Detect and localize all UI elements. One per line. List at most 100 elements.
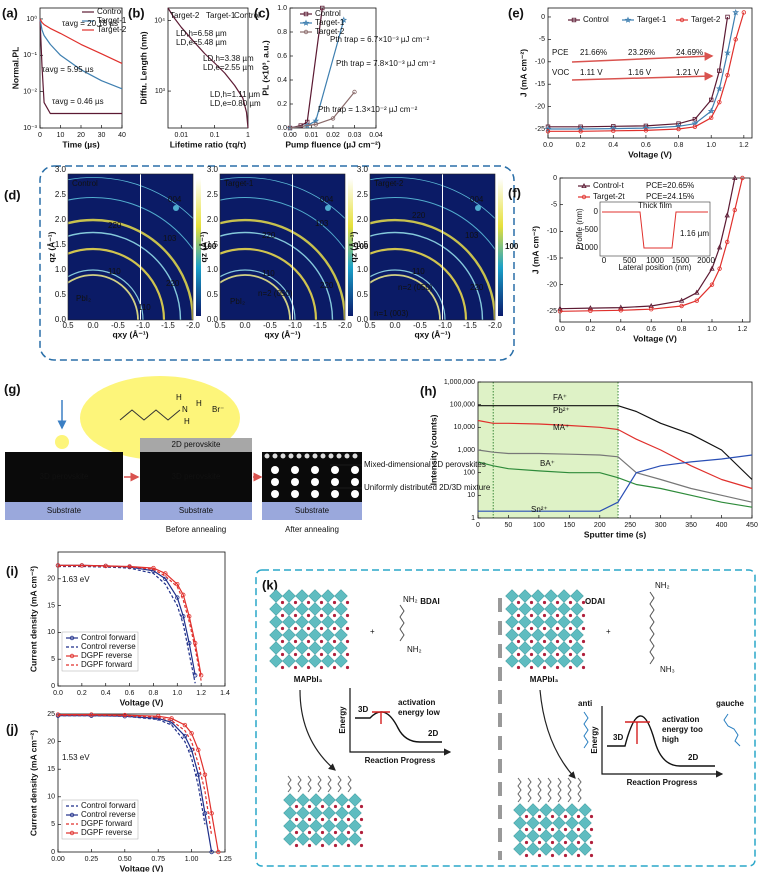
series-line <box>548 12 737 130</box>
cation <box>555 613 560 618</box>
marker <box>709 115 714 121</box>
cation <box>293 639 298 644</box>
chain <box>337 775 342 793</box>
marker <box>163 576 168 581</box>
qxy-label: qxy (Å⁻¹) <box>414 329 450 339</box>
cation <box>359 804 364 809</box>
cation <box>576 814 581 819</box>
side-title: BDAI <box>420 597 440 606</box>
octahedron <box>296 832 310 846</box>
x-tick-label: 0.2 <box>586 326 596 333</box>
energy-label: Energy <box>338 706 347 734</box>
octahedron <box>570 641 584 655</box>
cation <box>294 830 299 835</box>
marker <box>676 126 681 132</box>
legend-label: Target-2 <box>315 27 345 36</box>
legend-box <box>61 631 139 672</box>
cation <box>576 827 581 832</box>
cation <box>280 613 285 618</box>
marker <box>732 174 738 181</box>
x-axis-label: Sputter time (s) <box>584 529 647 539</box>
cation <box>333 830 338 835</box>
ring-label: 110 <box>412 267 425 276</box>
gixd-title: Target-2 <box>374 179 404 188</box>
qz-tick: 0.5 <box>55 290 67 299</box>
substrate-label: Substrate <box>47 506 82 515</box>
cation <box>332 600 337 605</box>
octahedron <box>539 829 553 843</box>
chain <box>297 775 302 793</box>
dot <box>272 453 278 459</box>
x-tick-label: 0.00 <box>51 856 65 863</box>
block-label: 3D perovskite <box>172 472 221 481</box>
octahedron <box>295 654 309 668</box>
y-axis-label: Diffu. Length (nm) <box>138 31 148 104</box>
marker <box>717 99 722 105</box>
qz-tick: 2.0 <box>55 215 67 224</box>
series-line <box>559 177 736 310</box>
x-tick-label: 1.2 <box>196 690 206 697</box>
marker <box>298 123 303 128</box>
y-axis-label: Current density (mA cm⁻²) <box>28 730 38 836</box>
x-tick-label: 0 <box>476 522 480 529</box>
ring-label: 220 <box>262 231 276 240</box>
cation <box>516 613 521 618</box>
cation <box>345 613 350 618</box>
marker <box>352 89 357 95</box>
octahedron <box>513 816 527 830</box>
cation <box>307 817 312 822</box>
annotation: Pth trap = 7.8×10⁻³ µJ cm⁻² <box>336 59 436 68</box>
molecule <box>649 591 655 665</box>
x-tick-label: 350 <box>685 522 697 529</box>
octahedron <box>544 654 558 668</box>
dot <box>304 453 310 459</box>
marker <box>676 121 681 126</box>
dot <box>291 490 299 498</box>
octahedron <box>348 793 362 807</box>
octahedron <box>570 654 584 668</box>
x-tick-label: 0.02 <box>326 132 340 139</box>
ring <box>68 269 144 320</box>
octahedron <box>505 641 519 655</box>
octahedron <box>335 806 349 820</box>
series-label: MA⁺ <box>553 423 569 432</box>
y-axis-label: J (mA cm⁻²) <box>518 49 528 97</box>
colorbar <box>196 178 201 316</box>
legend-marker <box>581 182 587 189</box>
octahedron <box>269 615 283 629</box>
marker <box>163 571 168 576</box>
marker <box>198 673 204 678</box>
barrier-note: energy low <box>398 708 441 717</box>
octahedron <box>322 793 336 807</box>
legend-marker <box>69 812 75 818</box>
qz-tick: 2.0 <box>207 215 219 224</box>
x-tick-label: 0.8 <box>677 326 687 333</box>
cation <box>333 817 338 822</box>
marker <box>717 68 722 73</box>
cation <box>589 827 594 832</box>
y-tick-label: 20 <box>47 576 55 583</box>
cation <box>568 626 573 631</box>
cation <box>307 843 312 848</box>
octahedron <box>513 829 527 843</box>
progress-label: Reaction Progress <box>627 778 698 787</box>
ring-label: 220 <box>166 279 180 288</box>
gixd-rings <box>68 177 193 320</box>
cation <box>529 639 534 644</box>
marker <box>55 712 61 717</box>
cation <box>537 840 542 845</box>
marker <box>709 282 715 287</box>
gixd-rings <box>370 177 495 320</box>
cation <box>359 843 364 848</box>
barrier-note: activation <box>398 698 435 707</box>
panel-d-frame <box>39 165 515 361</box>
chain <box>327 775 332 793</box>
y-tick-label: 10⁻³ <box>23 125 37 132</box>
marker <box>725 239 730 245</box>
qz-tick: 1.5 <box>357 240 369 249</box>
cation <box>516 652 521 657</box>
ring <box>68 231 182 320</box>
y-tick-label: 10⁴ <box>154 17 165 24</box>
ring <box>220 274 291 320</box>
octahedron <box>334 654 348 668</box>
